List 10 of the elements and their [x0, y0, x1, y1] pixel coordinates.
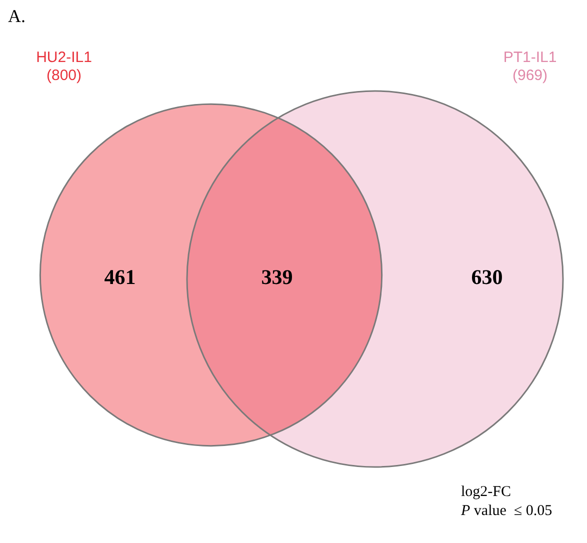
- category-label: PT1-IL1: [503, 49, 557, 66]
- data-label: (800): [46, 67, 82, 84]
- text: 339: [261, 265, 293, 289]
- data-label: (969): [512, 67, 548, 84]
- text: 630: [471, 265, 503, 289]
- text: A.: [8, 6, 26, 26]
- category-label: HU2-IL1: [36, 49, 92, 66]
- text: log2-FC: [461, 484, 512, 500]
- text: 461: [104, 265, 136, 289]
- text: P value ≤ 0.05: [460, 503, 552, 519]
